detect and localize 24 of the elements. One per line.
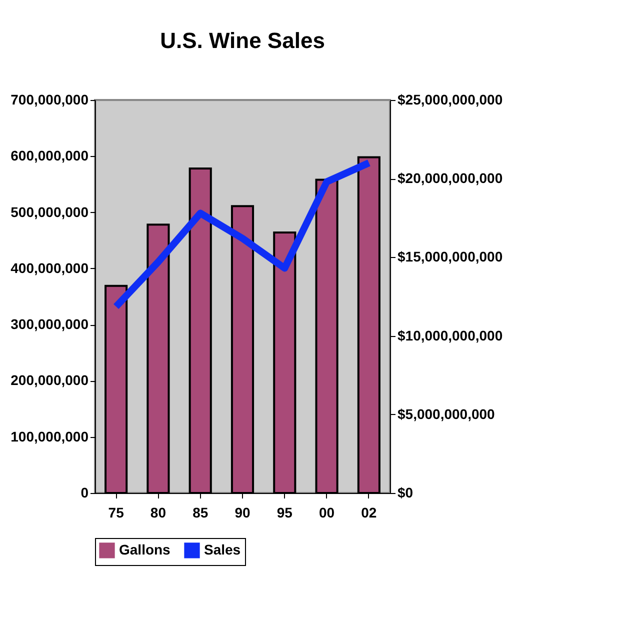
y-tick-label: 600,000,000 bbox=[10, 148, 89, 164]
x-tick-label: 02 bbox=[361, 504, 377, 520]
x-tick-label: 85 bbox=[192, 504, 208, 520]
y2-tick-label: $20,000,000,000 bbox=[398, 170, 503, 186]
y-tick-label: 500,000,000 bbox=[10, 204, 89, 220]
y-tick-label: 0 bbox=[80, 484, 89, 500]
x-tick-label: 75 bbox=[108, 504, 124, 520]
y2-tick-label: $15,000,000,000 bbox=[398, 248, 503, 265]
y2-tick-label: $25,000,000,000 bbox=[398, 92, 503, 108]
x-tick-label: 90 bbox=[234, 504, 250, 520]
legend-label: Gallons bbox=[119, 541, 171, 558]
chart-title: U.S. Wine Sales bbox=[160, 28, 325, 53]
y-tick-label: 700,000,000 bbox=[10, 92, 89, 108]
y-tick-label: 200,000,000 bbox=[10, 372, 89, 388]
x-tick-label: 80 bbox=[150, 504, 166, 520]
y2-tick-label: $0 bbox=[398, 484, 414, 500]
y-tick-label: 300,000,000 bbox=[10, 316, 89, 332]
y2-tick-label: $10,000,000,000 bbox=[398, 327, 503, 344]
y2-tick-label: $5,000,000,000 bbox=[398, 406, 496, 422]
y-tick-label: 100,000,000 bbox=[10, 428, 89, 444]
x-tick-label: 00 bbox=[318, 504, 335, 520]
legend-label: Sales bbox=[204, 541, 241, 558]
y-tick-label: 400,000,000 bbox=[10, 260, 89, 276]
x-tick-label: 95 bbox=[276, 504, 293, 520]
